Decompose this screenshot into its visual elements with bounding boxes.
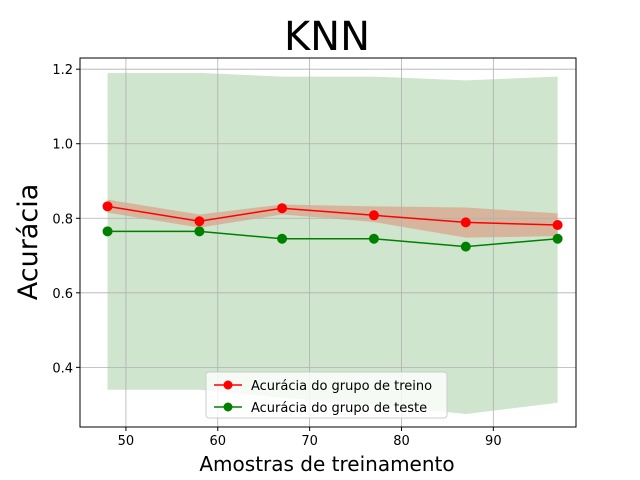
legend-label-1: Acurácia do grupo de teste — [251, 401, 427, 416]
x-tick-label: 80 — [393, 434, 410, 449]
x-tick-label: 90 — [485, 434, 502, 449]
x-axis-ticks: 50 60 70 80 90 — [118, 427, 502, 449]
data-point-series-0 — [368, 210, 379, 221]
y-tick-label: 0.6 — [52, 287, 73, 302]
y-tick-label: 0.8 — [52, 212, 73, 227]
plot-area — [79, 57, 577, 428]
x-tick-label: 70 — [301, 434, 318, 449]
x-tick-label: 50 — [118, 434, 135, 449]
legend-label-0: Acurácia do grupo de treino — [251, 379, 432, 394]
data-point-series-1 — [460, 241, 471, 252]
x-axis-label: Amostras de treinamento — [199, 452, 454, 476]
axes-frame — [79, 57, 577, 428]
chart-title: KNN — [284, 14, 370, 60]
legend-marker-1 — [223, 402, 233, 412]
series-line-1 — [107, 230, 558, 248]
data-point-series-0 — [194, 216, 205, 227]
y-tick-label: 1.2 — [52, 63, 73, 78]
data-point-series-0 — [460, 217, 471, 228]
y-tick-label: 0.4 — [52, 361, 73, 376]
data-point-series-1 — [277, 233, 288, 244]
data-point-series-0 — [552, 219, 563, 230]
confidence-bands — [107, 72, 558, 414]
data-point-series-0 — [102, 201, 113, 212]
y-axis-label: Acurácia — [13, 184, 44, 301]
confidence-band-1 — [107, 72, 558, 414]
data-point-series-1 — [552, 233, 563, 244]
series-lines — [107, 205, 558, 248]
series-markers — [102, 201, 563, 252]
series-line-0 — [107, 205, 558, 226]
x-tick-label: 60 — [210, 434, 227, 449]
data-point-series-1 — [368, 233, 379, 244]
y-axis-ticks: 0.4 0.6 0.8 1.0 1.2 — [52, 63, 80, 376]
data-point-series-1 — [194, 226, 205, 237]
data-point-series-0 — [277, 203, 288, 214]
legend-box — [205, 371, 448, 419]
y-tick-label: 1.0 — [52, 138, 73, 153]
grid-lines — [80, 58, 576, 427]
data-point-series-1 — [102, 226, 113, 237]
legend: Acurácia do grupo de treino Acurácia do g… — [205, 371, 448, 419]
legend-marker-0 — [223, 380, 233, 390]
